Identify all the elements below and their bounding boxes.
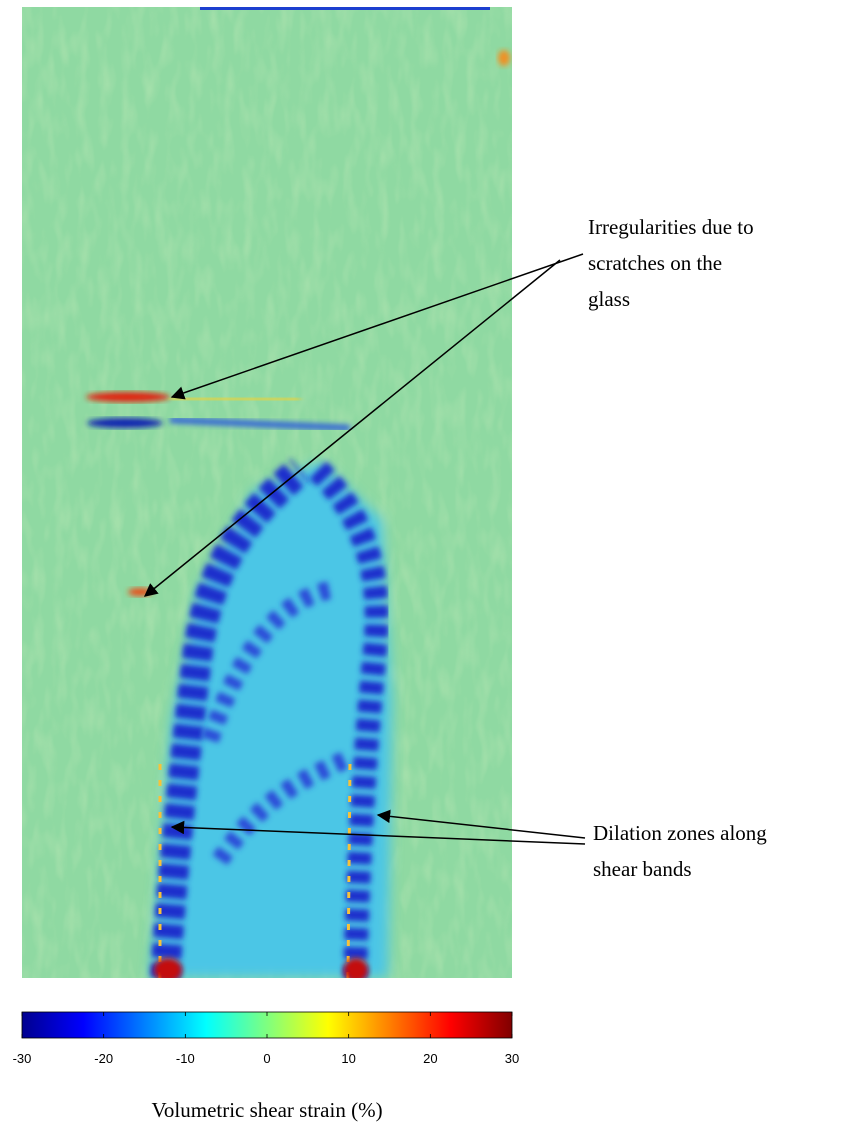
colorbar-label: Volumetric shear strain (%) xyxy=(151,1098,382,1122)
tick-label: 0 xyxy=(263,1051,270,1066)
tick-label: 20 xyxy=(423,1051,437,1066)
annotation-line: Irregularities due to xyxy=(588,215,754,239)
arrow xyxy=(170,820,586,845)
annotations: Irregularities due to scratches on the gla… xyxy=(588,215,767,881)
annotation-line: shear bands xyxy=(593,857,692,881)
arrow xyxy=(143,259,561,597)
annotation-line: Dilation zones along xyxy=(593,821,767,845)
tick-label: -20 xyxy=(94,1051,113,1066)
colorbar-ticks: -30 -20 -10 0 10 20 30 xyxy=(13,1012,519,1066)
tick-label: -10 xyxy=(176,1051,195,1066)
annotation-line: glass xyxy=(588,287,630,311)
tick-label: -30 xyxy=(13,1051,32,1066)
arrow xyxy=(376,809,586,839)
annotation-line: scratches on the xyxy=(588,251,722,275)
arrow xyxy=(170,253,584,400)
strain-field xyxy=(22,7,512,978)
arrows xyxy=(143,253,586,845)
tick-label: 30 xyxy=(505,1051,519,1066)
tick-label: 10 xyxy=(341,1051,355,1066)
